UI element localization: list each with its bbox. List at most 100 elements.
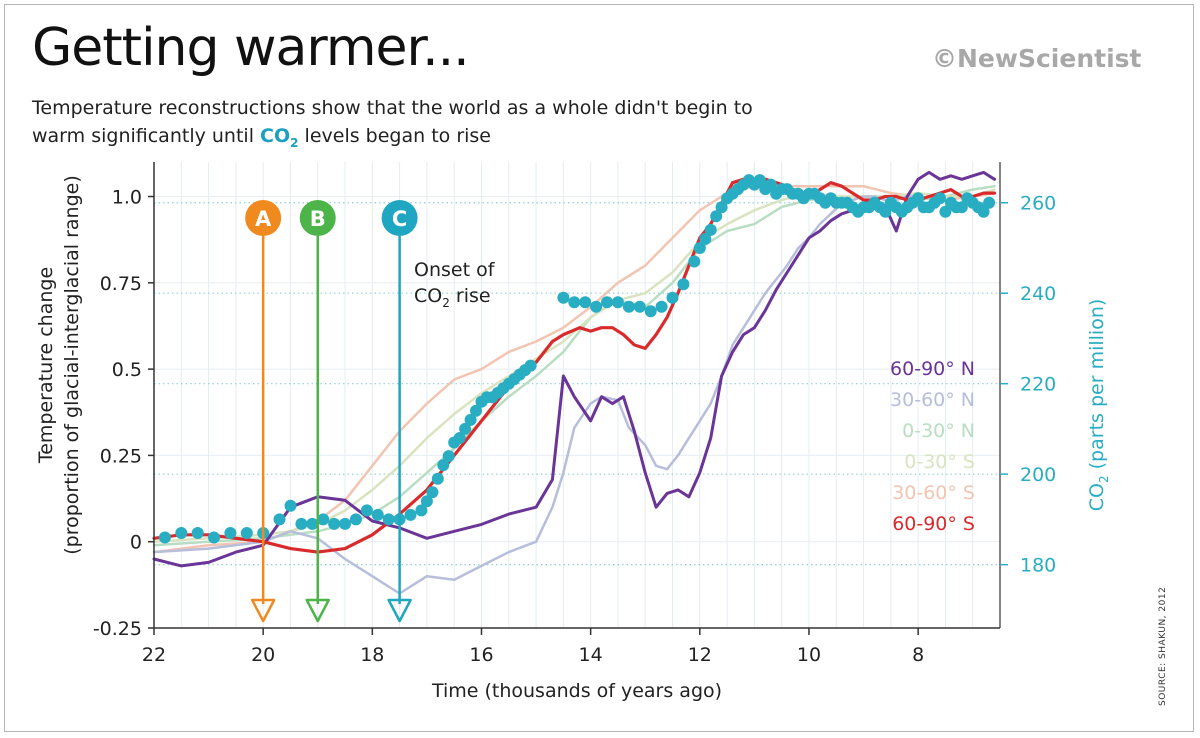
- y2-tick-label: 260: [1020, 193, 1056, 215]
- co2-point: [349, 513, 362, 526]
- co2-point: [175, 527, 188, 539]
- co2-point: [764, 178, 777, 191]
- y-tick-label: 0: [130, 532, 142, 554]
- co2-point: [715, 201, 728, 214]
- arrow-label-B: B: [310, 207, 326, 231]
- series-line-s30_60: [152, 184, 996, 554]
- arrow-head-A: [250, 598, 276, 623]
- co2-point: [382, 513, 395, 526]
- series-line-s60_90: [152, 177, 997, 554]
- co2-point: [524, 359, 537, 372]
- arrow-label-C: C: [392, 207, 407, 231]
- subtitle-co2-text: CO: [260, 125, 291, 147]
- co2-point: [688, 255, 701, 268]
- co2-point: [426, 486, 439, 499]
- co2-point: [158, 531, 171, 544]
- co2-point: [371, 508, 384, 521]
- co2-point: [704, 223, 717, 236]
- co2-points-layer: [158, 174, 996, 544]
- co2-point: [939, 205, 952, 218]
- arrow-label-A: A: [255, 207, 272, 231]
- y2-tick-label: 180: [1020, 555, 1056, 577]
- co2-point: [240, 527, 253, 539]
- co2-point: [328, 517, 341, 530]
- co2-point: [579, 296, 592, 309]
- y-tick-label: 1.0: [112, 187, 142, 209]
- brand-logo: ©NewScientist: [932, 44, 1142, 73]
- series-line-n60_90: [152, 170, 996, 568]
- x-tick-label: 12: [688, 644, 712, 666]
- co2-point: [453, 432, 466, 444]
- x-tick-label: 14: [579, 644, 603, 666]
- co2-point: [977, 205, 990, 218]
- co2-point: [557, 291, 570, 304]
- arrow-badge-B: [299, 200, 336, 236]
- co2-point: [360, 504, 373, 517]
- figure-frame: [4, 4, 1194, 732]
- y2-axis-title: CO2 (parts per million): [1086, 299, 1111, 512]
- legend-entry-n60_90: 60-90° N: [890, 358, 975, 380]
- arrow-head-C: [387, 598, 412, 623]
- axis-labels-layer: Time (thousands of years ago) Temperature…: [35, 175, 1111, 702]
- series-line-n30_60: [152, 195, 920, 595]
- co2-point: [633, 300, 646, 313]
- co2-point: [983, 196, 996, 209]
- subtitle-co2: CO2: [260, 125, 299, 150]
- series-layer: [152, 170, 997, 595]
- legend-layer: 60-90° N 30-60° N 0-30° N 0-30° S 30-60° S 60…: [890, 358, 975, 535]
- legend-entry-n30_60: 30-60° N: [890, 389, 975, 411]
- co2-point: [295, 517, 308, 530]
- co2-point: [404, 508, 417, 521]
- arrow-badge-C: [381, 200, 418, 236]
- co2-point: [644, 305, 657, 318]
- co2-point: [955, 201, 968, 214]
- co2-point: [284, 499, 297, 512]
- x-tick-label: 22: [142, 644, 166, 666]
- co2-point: [611, 296, 624, 309]
- co2-point: [442, 450, 455, 463]
- annotation-co2-rise: CO2 rise: [414, 285, 491, 310]
- co2-point: [339, 517, 351, 530]
- co2-point: [431, 472, 444, 485]
- y-tick-label: 0.75: [100, 273, 142, 295]
- y2-tick-label: 220: [1020, 374, 1056, 396]
- co2-point: [677, 278, 690, 291]
- co2-point: [415, 504, 428, 517]
- co2-point: [470, 404, 482, 417]
- legend-entry-n0_30: 0-30° N: [902, 420, 975, 442]
- co2-point: [273, 513, 286, 526]
- co2-point: [699, 232, 712, 245]
- annotation-onset: Onset of: [414, 259, 496, 281]
- co2-point: [191, 527, 204, 539]
- co2-point: [601, 296, 613, 309]
- y-tick-label: -0.25: [93, 618, 142, 640]
- co2-point: [934, 192, 946, 205]
- co2-point: [655, 300, 668, 313]
- co2-point: [879, 205, 892, 218]
- subtitle-text-b: levels began to rise: [304, 125, 491, 147]
- co2-point: [753, 174, 766, 187]
- y-axis-title-1: Temperature change: [35, 267, 57, 464]
- grid-lines: [153, 162, 1001, 629]
- co2-point: [590, 300, 603, 313]
- x-tick-label: 16: [469, 644, 493, 666]
- x-axis-title: Time (thousands of years ago): [431, 680, 722, 702]
- co2-point: [224, 527, 237, 539]
- co2-point: [666, 291, 679, 304]
- arrows-layer: A B C Onset of CO2 rise: [245, 200, 496, 623]
- chart-title: Getting warmer...: [32, 18, 470, 78]
- series-line-n0_30: [152, 184, 996, 547]
- y-tick-label: 0.5: [112, 359, 142, 381]
- series-line-s0_30: [152, 188, 996, 543]
- subtitle-text-a: Temperature reconstructions show that th…: [32, 97, 753, 147]
- y-axis-title-2: (proportion of glacial-interglacial rang…: [61, 175, 83, 555]
- x-tick-label: 10: [797, 644, 821, 666]
- subtitle-co2-sub: 2: [290, 135, 299, 150]
- legend-entry-s0_30: 0-30° S: [904, 451, 975, 473]
- y-tick-label: 0.25: [100, 445, 142, 467]
- y2-tick-label: 200: [1020, 464, 1056, 486]
- co2-point: [306, 517, 319, 530]
- co2-point: [693, 242, 706, 254]
